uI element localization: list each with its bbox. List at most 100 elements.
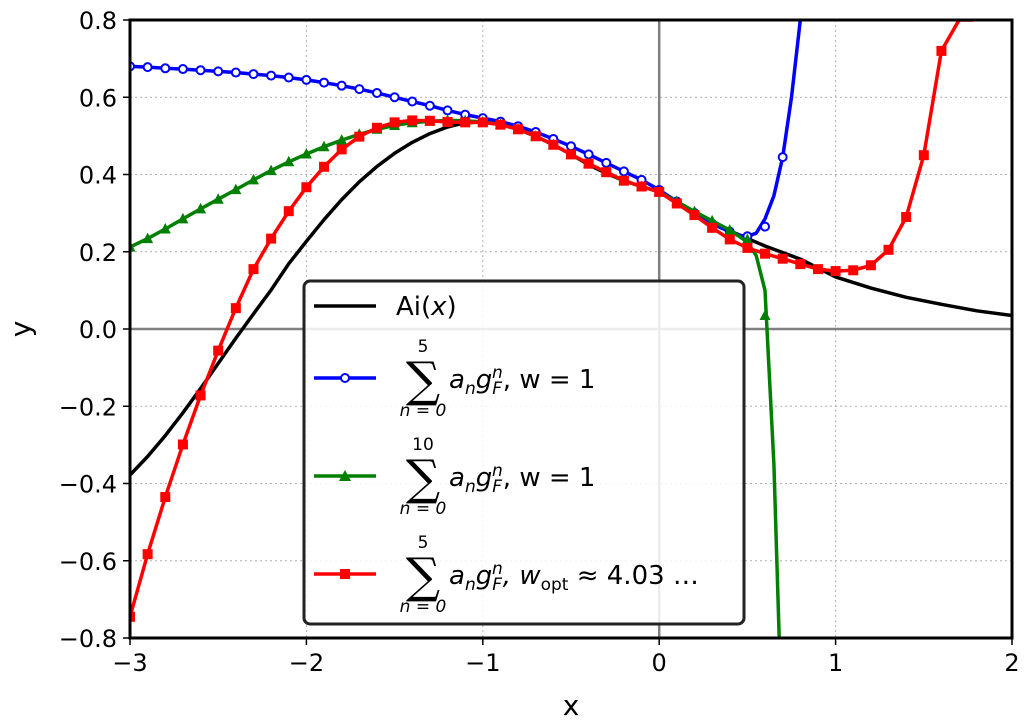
- y-tick-label: −0.2: [59, 393, 117, 421]
- data-point: [230, 67, 241, 78]
- data-point: [495, 119, 506, 130]
- data-point: [160, 492, 171, 503]
- data-point: [618, 175, 629, 186]
- data-point: [724, 234, 735, 245]
- data-point: [918, 150, 929, 161]
- data-point: [159, 222, 171, 234]
- data-point: [742, 242, 753, 253]
- series-layer: [130, 20, 1012, 638]
- data-point: [936, 45, 947, 56]
- series-3: [130, 20, 975, 622]
- data-point: [795, 259, 806, 270]
- legend-box: [302, 279, 746, 626]
- data-point: [336, 144, 347, 155]
- y-tick-label: 0.0: [79, 316, 117, 344]
- data-point: [283, 206, 294, 217]
- data-point: [160, 63, 171, 74]
- data-point: [247, 173, 259, 185]
- data-point: [142, 549, 153, 560]
- x-tick-label: −3: [112, 649, 147, 677]
- data-point: [760, 248, 771, 259]
- x-tick-label: 2: [1004, 649, 1019, 677]
- data-point: [319, 161, 330, 172]
- data-point: [460, 117, 471, 128]
- data-point: [283, 72, 294, 83]
- legend-sum-upper-5b: 5: [418, 533, 429, 553]
- data-point: [230, 303, 241, 314]
- x-tick-label: −2: [289, 649, 324, 677]
- legend-sum-lower-blue: n = 0: [400, 401, 447, 421]
- legend-label-green: angFn, w = 1: [449, 461, 595, 497]
- x-tick-label: 1: [828, 649, 843, 677]
- y-tick-label: −0.6: [59, 548, 117, 576]
- data-point: [442, 105, 453, 116]
- data-point: [213, 66, 224, 77]
- y-tick-label: 0.2: [79, 239, 117, 267]
- data-point: [530, 131, 541, 142]
- data-point: [654, 186, 665, 197]
- data-point: [777, 253, 788, 264]
- y-tick-label: 0.8: [79, 7, 117, 35]
- data-point: [689, 210, 700, 221]
- x-axis-label: x: [563, 689, 580, 722]
- data-point: [724, 224, 736, 235]
- data-point: [300, 148, 312, 159]
- data-point: [336, 80, 347, 91]
- data-point: [354, 84, 365, 95]
- data-point: [548, 139, 559, 150]
- data-point: [142, 62, 153, 73]
- data-point: [248, 69, 259, 80]
- legend-sum-symbol-red: ∑: [406, 548, 440, 604]
- data-point: [213, 345, 224, 356]
- data-point: [389, 92, 400, 103]
- data-point: [865, 260, 876, 271]
- data-point: [760, 221, 771, 232]
- legend-sum-upper-5a: 5: [418, 337, 429, 357]
- data-point: [177, 439, 188, 450]
- data-point: [407, 96, 418, 107]
- data-point: [583, 158, 594, 169]
- data-point: [759, 309, 771, 320]
- data-point: [301, 74, 312, 85]
- data-point: [230, 183, 242, 195]
- data-point: [707, 222, 718, 233]
- x-tick-label: −1: [465, 649, 500, 677]
- data-point: [830, 266, 841, 277]
- data-point: [354, 131, 365, 142]
- legend-label-ai: Ai(x): [396, 292, 457, 322]
- data-point: [601, 157, 612, 168]
- data-point: [142, 232, 154, 244]
- data-point: [671, 198, 682, 209]
- data-point: [566, 149, 576, 160]
- data-point: [283, 155, 295, 167]
- data-point: [336, 134, 348, 145]
- legend-sum-upper-10: 10: [412, 435, 434, 455]
- data-point: [901, 211, 912, 222]
- legend-sum-lower-red: n = 0: [400, 597, 447, 617]
- data-point: [848, 265, 859, 276]
- data-point: [513, 124, 524, 135]
- y-tick-label: 0.6: [79, 84, 117, 112]
- data-point: [195, 202, 207, 214]
- legend: Ai(x) 5 ∑ n = 0 angFn, w = 1 10 ∑ n = 0 …: [302, 279, 746, 626]
- legend-marker-blue: [340, 373, 350, 383]
- data-point: [212, 193, 224, 204]
- data-point: [618, 166, 629, 177]
- data-point: [371, 122, 382, 133]
- data-point: [636, 181, 647, 192]
- data-point: [248, 264, 259, 275]
- data-point: [477, 117, 488, 128]
- x-tick-label: 0: [652, 649, 667, 677]
- legend-label-blue: angFn, w = 1: [449, 363, 595, 399]
- data-point: [706, 214, 718, 226]
- data-point: [177, 212, 189, 224]
- data-point: [371, 88, 382, 99]
- legend-sum-lower-green: n = 0: [400, 499, 447, 519]
- data-point: [583, 149, 594, 160]
- data-point: [883, 244, 894, 255]
- data-point: [130, 611, 135, 622]
- data-point: [741, 233, 753, 244]
- data-point: [389, 117, 400, 128]
- data-point: [424, 115, 435, 126]
- data-point: [777, 152, 788, 163]
